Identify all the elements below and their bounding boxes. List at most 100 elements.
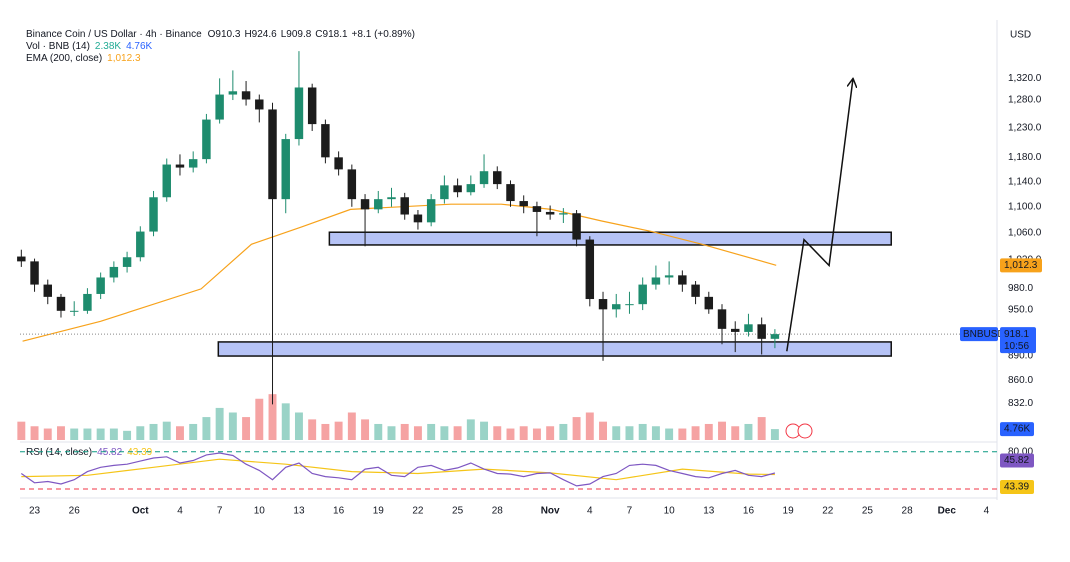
volume-bar — [242, 417, 251, 440]
x-tick-label: 10 — [254, 506, 266, 517]
volume-bar — [361, 419, 370, 440]
candle-body — [122, 257, 132, 267]
ema-last: 1,012.3 — [107, 53, 141, 64]
candle-body — [334, 157, 343, 170]
volume-bar — [506, 428, 515, 440]
volume-bar — [770, 429, 779, 440]
ohlc-change: +8.1 (+0.89%) — [352, 29, 415, 40]
volume-bar — [387, 426, 396, 440]
volume-bar — [347, 412, 356, 440]
candle-body — [744, 324, 753, 332]
candle-body — [162, 164, 171, 198]
candle-body — [612, 304, 621, 310]
volume-bar — [519, 426, 528, 440]
y-tick-label: 1,230.0 — [1008, 123, 1042, 134]
volume-bar — [638, 423, 647, 440]
candle-body — [149, 197, 158, 232]
rsi-ma-tag: 43.39 — [1004, 482, 1029, 493]
x-tick-label: 25 — [862, 506, 874, 517]
volume-bar — [162, 421, 171, 440]
candle-body — [440, 185, 449, 200]
volume-bar — [678, 428, 687, 440]
currency: USD — [1010, 30, 1031, 41]
candle-body — [545, 211, 555, 215]
price-tag-bg — [1000, 327, 1036, 354]
x-tick-label: 16 — [743, 506, 755, 517]
ema-line — [22, 203, 777, 342]
volume-bar — [308, 419, 317, 440]
candle-body — [479, 171, 489, 185]
countdown: 10:56 — [1004, 341, 1029, 352]
volume-bar — [294, 412, 303, 440]
ema-tag-bg — [1000, 258, 1042, 273]
candle-body — [519, 201, 528, 207]
x-tick-label: 28 — [492, 506, 504, 517]
volume-bar — [466, 419, 475, 440]
ohlc: C918.1 — [315, 29, 348, 40]
candle-body — [188, 159, 198, 168]
volume-bar — [109, 428, 118, 440]
projection-arrow — [786, 79, 853, 352]
candle-body — [374, 199, 383, 210]
x-tick-label: 23 — [29, 506, 41, 517]
volume-tag: 4.76K — [1004, 424, 1030, 435]
candle-body — [453, 185, 462, 193]
x-tick-label: 13 — [293, 506, 305, 517]
x-tick-label: 25 — [452, 506, 464, 517]
volume-bar — [255, 398, 264, 440]
volume-bar — [718, 421, 726, 440]
volume-bar — [17, 421, 26, 440]
volume-bar — [202, 417, 211, 440]
y-tick-label: 860.0 — [1008, 375, 1033, 386]
ema-name: EMA (200, close) — [26, 53, 102, 64]
candle-body — [43, 284, 52, 297]
x-tick-label: 10 — [664, 506, 676, 517]
candle-body — [96, 277, 105, 294]
event-icon[interactable] — [797, 423, 813, 439]
volume-bar — [532, 428, 541, 440]
candle-body — [572, 213, 581, 240]
rsi-ma-tag-bg — [1000, 479, 1034, 494]
y-tick-label: 1,060.0 — [1008, 228, 1042, 239]
volume-bar — [731, 426, 740, 440]
volume-bar — [334, 421, 343, 440]
volume-bar — [704, 423, 713, 440]
candle-body — [426, 199, 436, 223]
rsi-legend: RSI (14, close) 45.82 43.39 — [26, 447, 153, 458]
x-tick-label: 16 — [333, 506, 345, 517]
volume-bar — [757, 417, 766, 440]
candle-body — [347, 169, 357, 200]
x-tick-label: 13 — [703, 506, 715, 517]
candle-body — [30, 261, 39, 285]
volume-bar — [70, 428, 79, 440]
y-tick-label: 950.0 — [1008, 305, 1033, 316]
candle-body — [559, 213, 568, 215]
candle-body — [175, 164, 185, 168]
y-tick-label: 832.0 — [1008, 398, 1033, 409]
volume-bar — [413, 426, 422, 440]
volume-bar — [215, 407, 224, 440]
volume-bar — [559, 423, 568, 440]
candle-body — [757, 324, 766, 339]
candle-body — [215, 94, 224, 120]
volume-bar — [268, 394, 277, 440]
x-tick-label: 7 — [627, 506, 633, 517]
volume-bar — [480, 421, 489, 440]
candle-body — [268, 109, 277, 200]
candle-body — [770, 334, 780, 339]
ohlc: O910.3 — [208, 29, 241, 40]
candle-body — [651, 277, 661, 285]
y-tick-label: 80.00 — [1008, 446, 1033, 457]
rsi-tag: 45.82 — [1004, 455, 1029, 466]
y-tick-label: 1,100.0 — [1008, 201, 1042, 212]
price-tag: 918.1 — [1004, 329, 1029, 340]
x-tick-label: 26 — [69, 506, 81, 517]
symbol-tag: BNBUSD — [963, 329, 1005, 340]
volume-tag-bg — [1000, 422, 1034, 437]
candle-body — [585, 239, 595, 300]
volume-bar — [136, 426, 145, 440]
candle-body — [466, 184, 476, 193]
candle-body — [532, 206, 542, 212]
volume-bar — [572, 417, 581, 440]
